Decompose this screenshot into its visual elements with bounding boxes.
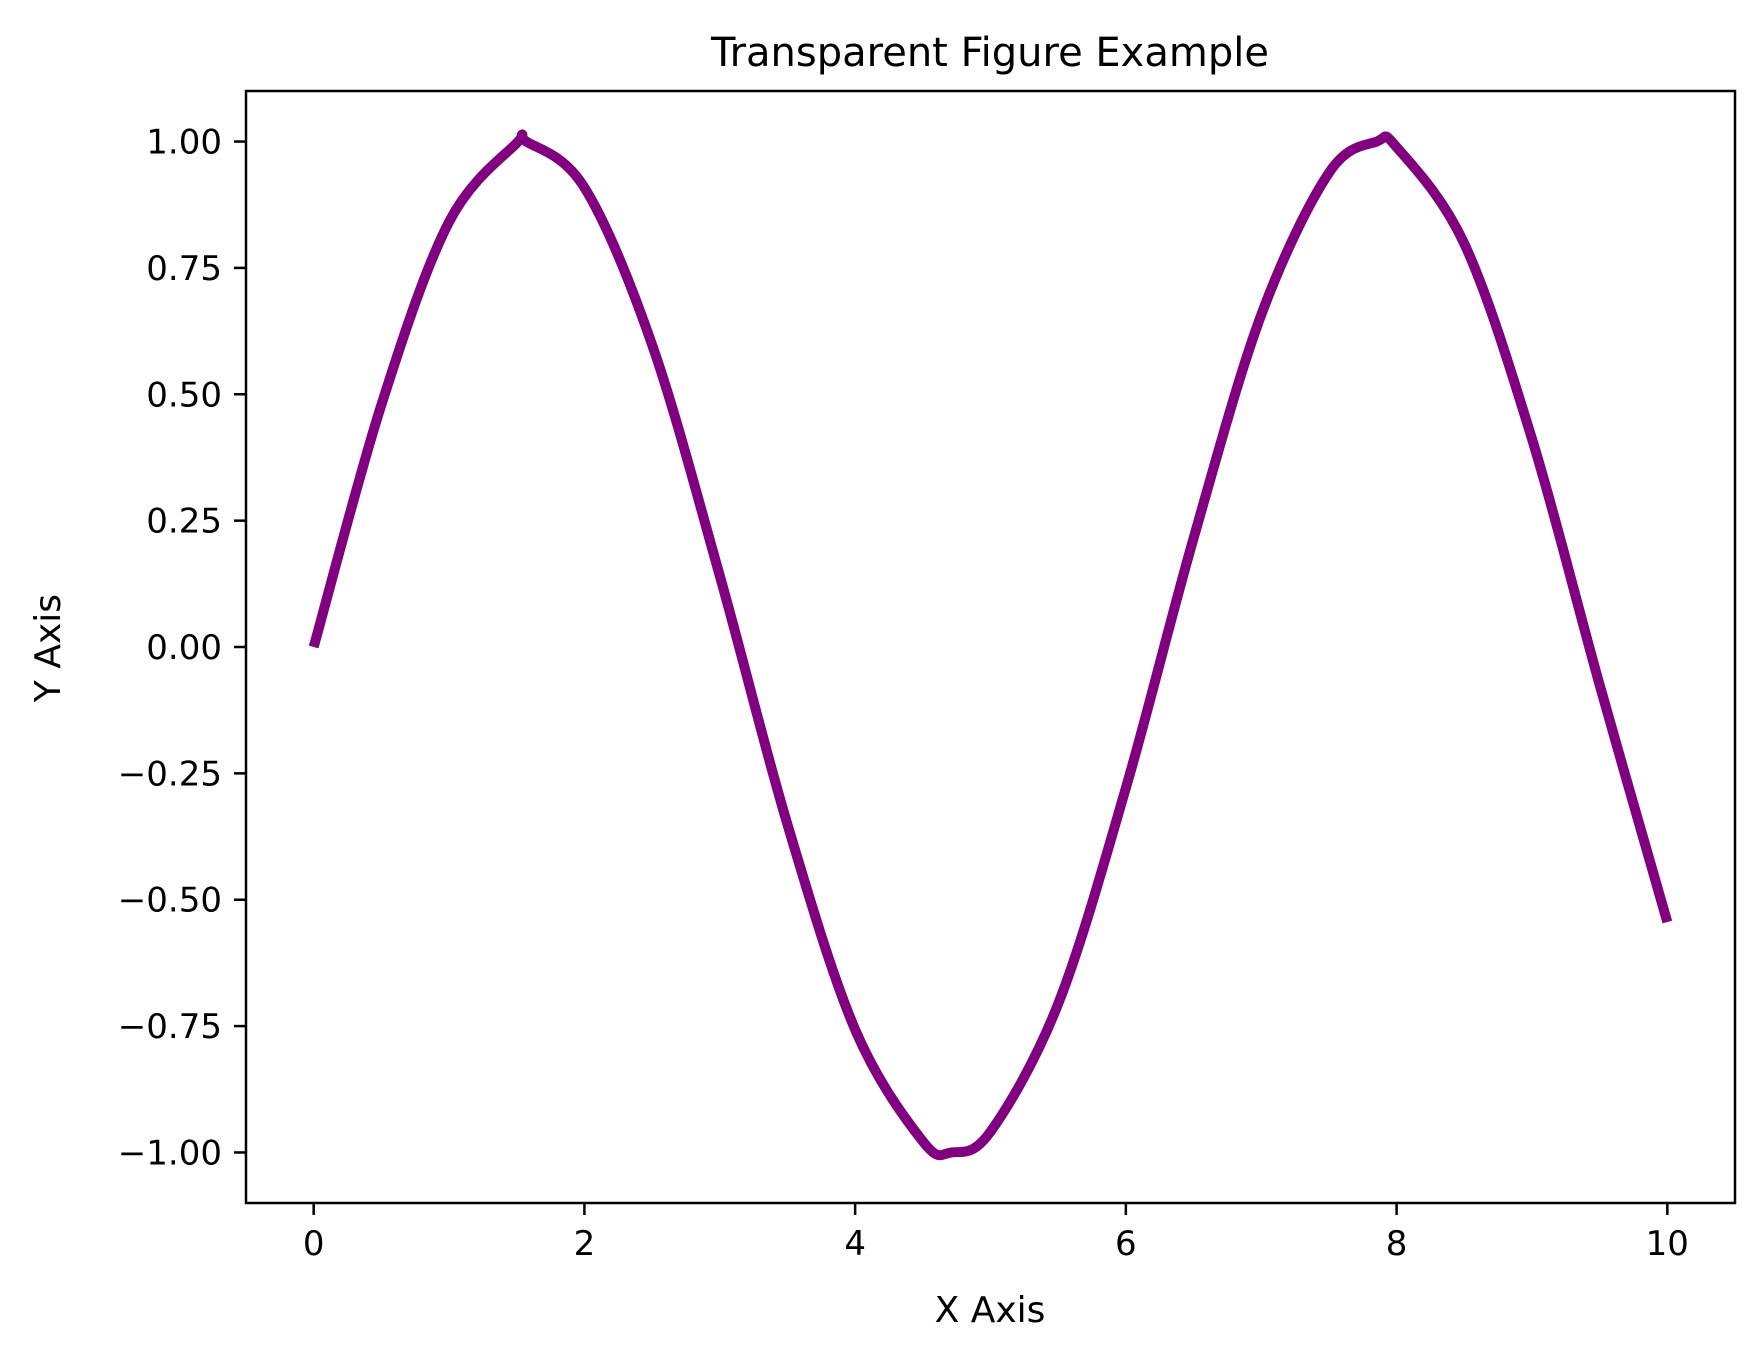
chart-title: Transparent Figure Example [710,30,1269,76]
y-tick-label: 0.25 [146,502,222,542]
x-tick-label: 6 [1115,1224,1137,1264]
axes-frame [244,89,1737,1205]
series-line-0 [308,129,1673,1161]
x-axis: 0 2 4 6 8 10 [303,1203,1689,1264]
x-tick-label: 4 [844,1224,866,1264]
y-tick-label: −1.00 [118,1133,222,1173]
y-tick-label: −0.50 [118,881,222,921]
y-tick-label: −0.75 [118,1007,222,1047]
x-tick-label: 8 [1386,1224,1408,1264]
x-axis-label: X Axis [935,1290,1046,1331]
y-tick-label: 0.00 [146,628,222,668]
x-tick-label: 0 [303,1224,325,1264]
plot-area [308,129,1673,1161]
y-tick-label: 1.00 [146,123,222,163]
y-tick-label: 0.75 [146,249,222,289]
x-tick-label: 2 [574,1224,596,1264]
y-tick-label: 0.50 [146,375,222,415]
y-tick-label: −0.25 [118,754,222,794]
y-axis-label: Y Axis [28,594,69,703]
y-axis: 1.00 0.75 0.50 0.25 0.00 −0.25 −0.50 −0.75 −1.00 [118,123,246,1173]
x-tick-label: 10 [1646,1224,1689,1264]
